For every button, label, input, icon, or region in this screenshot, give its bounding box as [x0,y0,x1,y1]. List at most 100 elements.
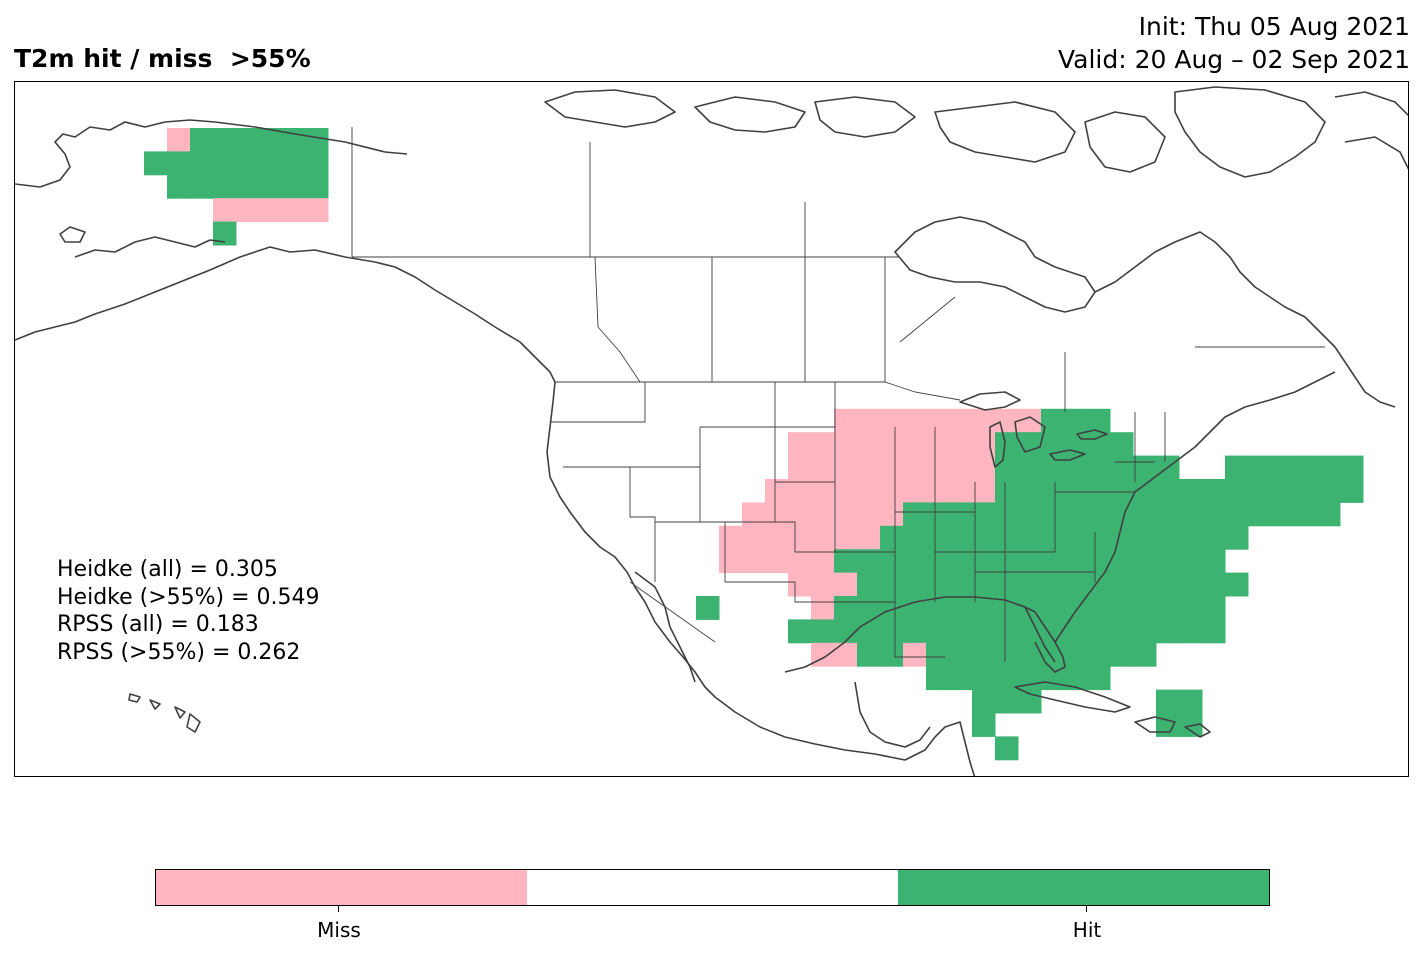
hit-cell [788,619,812,644]
hit-cell [995,642,1019,667]
hit-cell [972,666,996,691]
miss-cell [765,479,789,503]
hit-cell [972,619,996,644]
miss-cell [857,479,881,503]
miss-cell [742,549,766,574]
hit-cell [1087,619,1111,644]
valid-period: Valid: 20 Aug – 02 Sep 2021 [1057,45,1410,74]
miss-cell [972,479,996,503]
hit-cell [995,502,1019,527]
hit-cell [1133,642,1157,667]
hit-cell [1133,502,1157,527]
hit-cell [926,502,950,527]
hit-cell [949,642,973,667]
hit-cell [1156,596,1180,620]
miss-cell [282,198,306,223]
hit-cell [236,151,260,176]
hit-cell [1064,502,1088,527]
hit-cell [1110,549,1134,574]
hit-cell [995,689,1019,714]
hit-cell [811,619,835,644]
hit-cell [926,596,950,620]
hit-cell [190,128,214,152]
hit-cell [190,174,214,199]
miss-cell [903,642,927,667]
miss-cell [811,549,835,574]
miss-cell [765,549,789,574]
miss-cell [834,502,858,527]
miss-cell [880,502,904,527]
hit-cell [995,479,1019,503]
map-panel [14,81,1409,777]
hit-cell [880,572,904,597]
hit-cell [305,128,329,152]
colorbar-miss-segment [156,870,527,905]
hit-cell [213,174,237,199]
hit-cell [1225,455,1249,480]
hit-cell [1041,502,1065,527]
miss-cell [903,455,927,480]
hit-cell [1064,549,1088,574]
hit-cell [1041,455,1065,480]
hit-cell [972,689,996,714]
hit-cell [857,619,881,644]
hit-cell [972,642,996,667]
hit-cell [972,713,996,737]
date-info: Init: Thu 05 Aug 2021 Valid: 20 Aug – 02… [1058,10,1410,76]
miss-cell [880,432,904,457]
hit-cell [1064,408,1088,433]
miss-cell [236,198,260,223]
hit-cell [1294,455,1318,480]
hit-cell [259,151,283,176]
hit-cell [1133,572,1157,597]
hit-cell [1248,479,1272,503]
hit-cell [1110,455,1134,480]
colorbar-hit-segment [898,870,1269,905]
hit-cell [1248,502,1272,527]
hit-cell [1133,479,1157,503]
hit-cell [903,549,927,574]
hit-cell [1041,549,1065,574]
miss-cell [880,455,904,480]
hit-cell [1248,455,1272,480]
hit-cell [880,619,904,644]
hit-cell [305,174,329,199]
miss-cell [926,455,950,480]
hit-cell [995,619,1019,644]
hit-cell [926,642,950,667]
hit-cell [834,596,858,620]
hit-cell [949,572,973,597]
hit-cell [1202,572,1226,597]
hit-cell [259,174,283,199]
hit-cell [1041,572,1065,597]
hit-cell [972,596,996,620]
hit-cell [1110,525,1134,550]
hit-cell [1087,525,1111,550]
hit-cell [1133,455,1157,480]
hit-cell [949,619,973,644]
miss-cell [949,455,973,480]
colorbar-neutral-segment [527,870,898,905]
hit-cell [1179,596,1203,620]
miss-cell [305,198,329,223]
miss-cell [811,479,835,503]
colorbar-tick-hit [1086,906,1087,912]
hit-cell [857,549,881,574]
hit-cell [1110,432,1134,457]
miss-cell [834,479,858,503]
hit-cell [259,128,283,152]
miss-cell [926,479,950,503]
hit-cell [1179,619,1203,644]
hit-cell [1156,619,1180,644]
hit-cell [1064,455,1088,480]
hit-cell [995,736,1019,761]
hit-cell [1156,713,1180,737]
hit-cell [1133,619,1157,644]
hit-cell [1225,479,1249,503]
hit-cell [1110,479,1134,503]
miss-cell [259,198,283,223]
miss-cell [834,455,858,480]
miss-cell [765,525,789,550]
hit-cell [1041,596,1065,620]
hit-cell [903,525,927,550]
